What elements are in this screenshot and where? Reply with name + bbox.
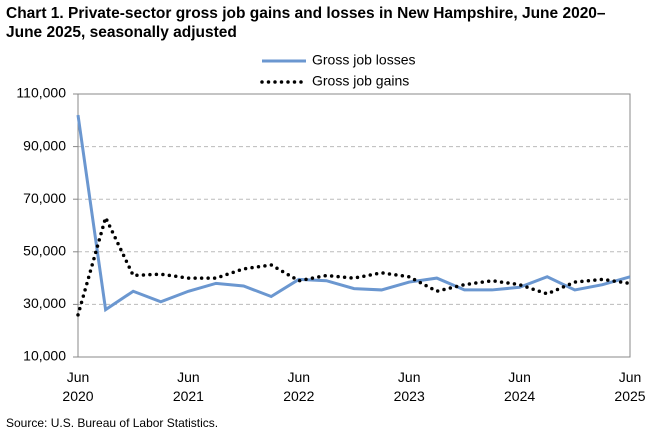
x-tick-label: Jun 2021 — [173, 369, 204, 404]
y-tick-label: 50,000 — [23, 243, 66, 259]
legend-label: Gross job gains — [312, 73, 409, 89]
y-tick-label: 30,000 — [23, 295, 66, 311]
x-tick-label: Jun 2025 — [614, 369, 645, 404]
y-tick-label: 90,000 — [23, 137, 66, 153]
x-tick-label: Jun 2022 — [283, 369, 314, 404]
chart-title: Chart 1. Private-sector gross job gains … — [6, 5, 606, 41]
source-note: Source: U.S. Bureau of Labor Statistics. — [6, 416, 218, 430]
x-tick-label: Jun 2020 — [62, 369, 93, 404]
x-tick-label: Jun 2023 — [394, 369, 425, 404]
series-line — [76, 212, 632, 317]
legend-label: Gross job losses — [312, 52, 415, 68]
x-tick-label: Jun 2024 — [504, 369, 535, 404]
y-tick-label: 70,000 — [23, 190, 66, 206]
y-tick-label: 110,000 — [16, 85, 66, 101]
series-line — [76, 114, 631, 313]
y-tick-label: 10,000 — [23, 348, 66, 364]
plot-frame — [77, 93, 631, 358]
